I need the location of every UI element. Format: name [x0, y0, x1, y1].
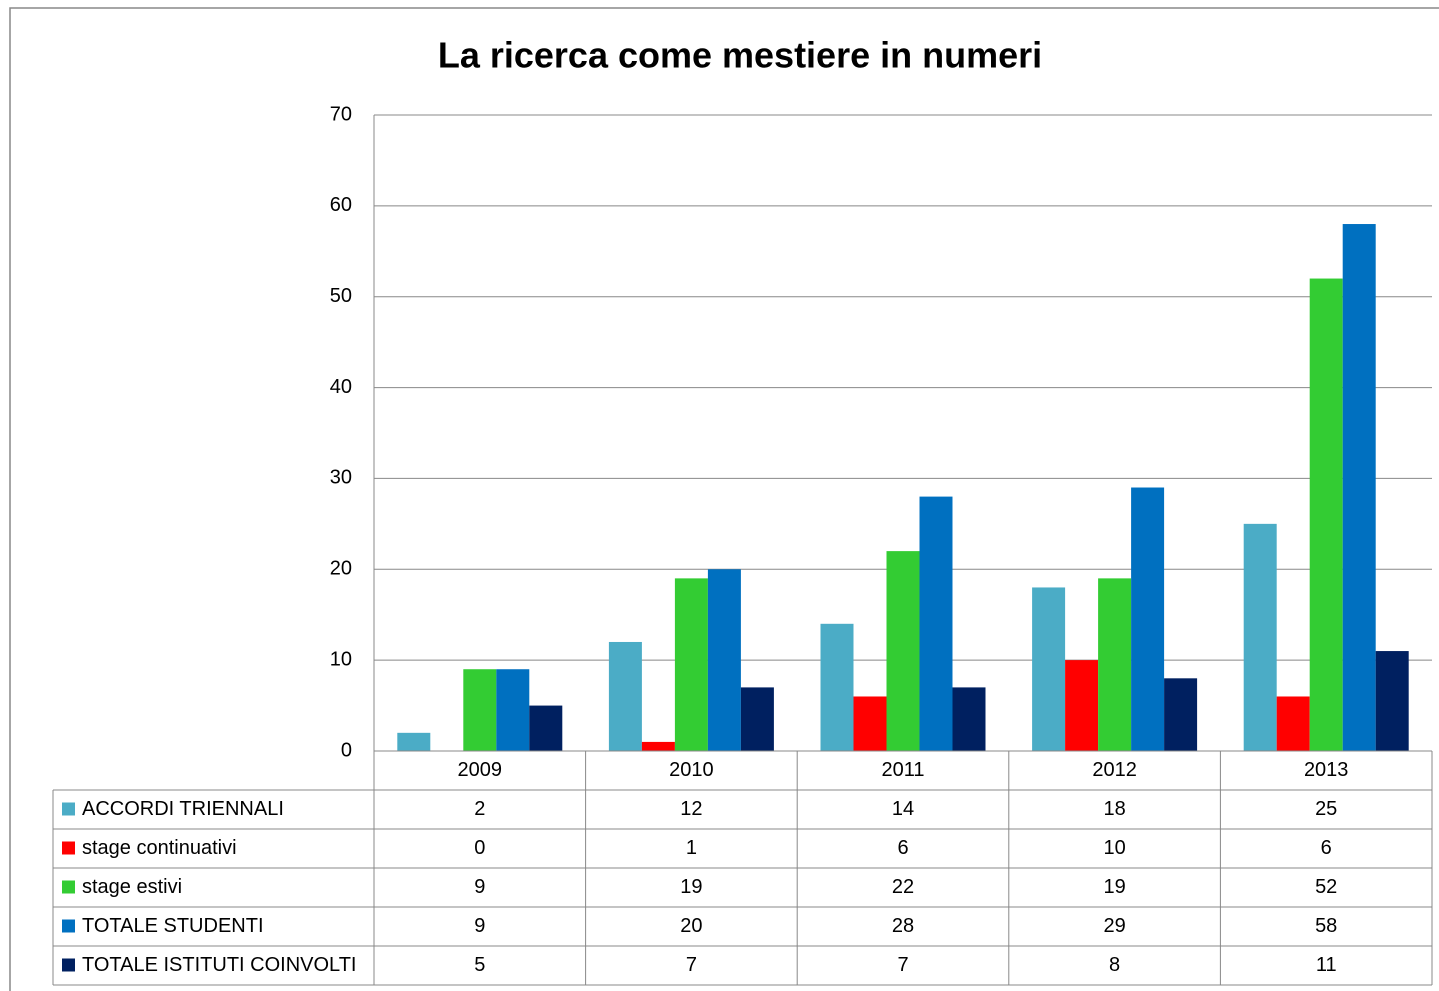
- legend-label: TOTALE ISTITUTI COINVOLTI: [82, 954, 356, 976]
- table-value: 22: [892, 876, 914, 898]
- y-tick-label: 40: [330, 376, 352, 398]
- y-tick-label: 10: [330, 648, 352, 670]
- legend-swatch: [62, 880, 75, 894]
- bar: [952, 687, 986, 751]
- table-value: 14: [892, 798, 914, 820]
- x-tick-label: 2011: [881, 759, 924, 781]
- bar: [1164, 678, 1198, 751]
- bar: [1342, 224, 1376, 751]
- bar: [397, 732, 431, 751]
- table-value: 6: [897, 837, 908, 859]
- table-value: 19: [680, 876, 702, 898]
- bar: [1309, 278, 1343, 751]
- legend-label: stage estivi: [82, 876, 182, 898]
- legend-label: stage continuativi: [82, 837, 237, 859]
- table-value: 18: [1103, 798, 1125, 820]
- bar: [1131, 487, 1165, 751]
- y-tick-label: 20: [330, 558, 352, 580]
- chart-border: [9, 7, 1439, 991]
- table-value: 7: [686, 954, 697, 976]
- bar: [674, 578, 708, 751]
- bar: [886, 551, 920, 751]
- x-tick-label: 2009: [458, 759, 503, 781]
- table-value: 25: [1315, 798, 1337, 820]
- bar: [1098, 578, 1132, 751]
- chart-title: La ricerca come mestiere in numeri: [438, 35, 1042, 76]
- bar: [1243, 523, 1277, 751]
- bar: [608, 641, 642, 751]
- table-value: 52: [1315, 876, 1337, 898]
- table-value: 9: [474, 876, 485, 898]
- y-tick-label: 70: [330, 103, 352, 125]
- table-value: 19: [1103, 876, 1125, 898]
- table-value: 11: [1316, 954, 1337, 976]
- x-tick-label: 2010: [669, 759, 714, 781]
- legend-label: TOTALE STUDENTI: [82, 915, 264, 937]
- table-value: 2: [474, 798, 485, 820]
- table-value: 29: [1103, 915, 1125, 937]
- bar: [740, 687, 774, 751]
- legend-swatch: [62, 841, 75, 855]
- table-value: 12: [680, 798, 702, 820]
- table-value: 0: [474, 837, 485, 859]
- table-value: 8: [1109, 954, 1120, 976]
- bar: [1065, 660, 1099, 751]
- table-value: 28: [892, 915, 914, 937]
- bar: [463, 669, 497, 751]
- bar: [1276, 696, 1310, 751]
- bar: [641, 741, 675, 751]
- y-tick-label: 60: [330, 194, 352, 216]
- table-value: 5: [474, 954, 485, 976]
- bar: [496, 669, 530, 751]
- bar: [529, 705, 563, 751]
- bar: [707, 569, 741, 751]
- table-value: 1: [686, 837, 697, 859]
- y-tick-label: 50: [330, 285, 352, 307]
- y-tick-label: 30: [330, 467, 352, 489]
- x-tick-label: 2012: [1092, 759, 1137, 781]
- table-value: 58: [1315, 915, 1337, 937]
- legend-swatch: [62, 919, 75, 933]
- legend-swatch: [62, 802, 75, 816]
- legend-label: ACCORDI TRIENNALI: [82, 798, 284, 820]
- y-tick-label: 0: [341, 739, 352, 761]
- x-tick-label: 2013: [1304, 759, 1349, 781]
- table-value: 9: [474, 915, 485, 937]
- table-value: 7: [897, 954, 908, 976]
- bar: [853, 696, 887, 751]
- bar: [1375, 651, 1409, 751]
- table-value: 6: [1321, 837, 1332, 859]
- table-value: 20: [680, 915, 702, 937]
- bar: [919, 496, 953, 751]
- bar: [820, 623, 854, 751]
- table-value: 10: [1103, 837, 1125, 859]
- bar: [1032, 587, 1066, 751]
- legend-swatch: [62, 958, 75, 972]
